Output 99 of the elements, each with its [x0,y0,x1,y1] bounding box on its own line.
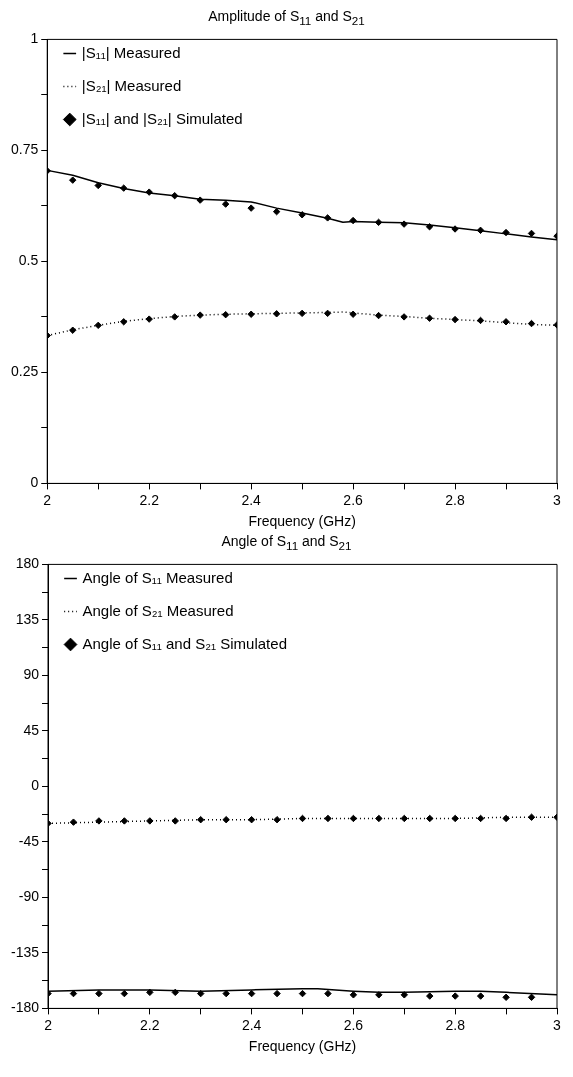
legend-label: |S₁₁| and |S₂₁| Simulated [81,109,243,127]
point [273,989,281,998]
point [476,316,485,325]
point [426,992,434,1000]
point [502,993,510,1001]
legend-label: |S₁₁| Measured [81,43,181,61]
point [69,326,77,334]
point [349,991,358,999]
point [222,816,230,824]
point [196,311,204,319]
point [69,176,77,184]
point [375,991,383,999]
point [146,817,154,825]
point [400,313,408,321]
point [95,817,103,825]
point [272,310,281,318]
x-tick-label: 2.6 [343,1016,364,1033]
point [476,992,485,1000]
y-tick-label: 0.25 [11,363,39,380]
y-tick-label: -90 [18,888,40,905]
point [221,310,230,319]
legend-label: Angle of S₁₁ Measured [82,568,233,586]
x-tick-label: 2.4 [241,491,262,508]
y-tick-label: 45 [23,721,40,738]
point [94,321,102,330]
x-tick-label: 2.6 [343,491,364,508]
point [502,814,510,823]
legend-label: Angle of S₂₁ Measured [82,601,234,619]
point [451,225,459,233]
x-tick-label: 2.8 [445,491,465,508]
y-tick-label: 1 [30,30,39,47]
legend-label: Angle of S₁₁ and S₂₁ Simulated [82,634,287,652]
point [120,318,128,326]
y-tick-label: 135 [15,610,40,627]
legend-label: |S₂₁| Measured [81,76,182,94]
point [527,229,536,238]
point [400,991,409,999]
y-tick-label: 0.5 [18,252,39,269]
x-axis-title: Frequency (GHz) [248,513,356,530]
point [476,814,485,823]
point [349,814,358,823]
point [374,311,383,320]
y-tick-label: -180 [10,999,40,1016]
point [426,814,434,823]
x-axis-title: Frequency (GHz) [248,1038,357,1055]
point [145,315,153,323]
y-tick-label: 0 [31,777,40,794]
point [247,204,255,212]
point [298,814,307,823]
point [95,989,103,998]
point [94,181,102,190]
point [120,817,129,825]
point [324,814,332,823]
x-tick-label: 2 [43,491,52,508]
point [349,310,357,318]
point [221,200,230,208]
point [247,310,255,318]
point [527,993,536,1001]
x-tick-label: 3 [553,1016,562,1033]
point [69,818,78,826]
point [298,211,306,219]
point [502,318,510,326]
x-tick-label: 2.2 [139,491,160,508]
point [272,207,281,216]
point [171,817,179,825]
point [120,989,129,998]
x-tick-label: 2.2 [140,1016,160,1033]
point [298,309,306,318]
y-tick-label: -45 [18,832,40,849]
chart-title: Angle of S$_{11}$ and S$_{21}$ [220,533,353,553]
point [323,309,332,318]
point [324,989,332,998]
point [171,988,179,997]
point [247,989,256,998]
point [527,813,536,821]
x-tick-label: 2 [44,1016,53,1033]
point [425,314,434,322]
point [197,816,205,824]
y-tick-label: -135 [10,943,40,960]
x-tick-label: 3 [553,491,562,508]
y-tick-label: 90 [23,666,40,683]
point [451,992,459,1000]
point [298,989,307,998]
y-tick-label: 0.75 [11,141,39,158]
point [247,816,256,824]
y-tick-label: 180 [15,555,40,572]
chart-title: Amplitude of S$_{11}$ and S$_{21}$ [207,8,366,28]
point [375,814,383,823]
point [527,319,536,328]
point [400,814,409,823]
x-tick-label: 2.8 [445,1016,466,1033]
point [273,816,281,824]
point [170,313,179,321]
x-tick-label: 2.4 [241,1016,262,1033]
point [451,315,459,324]
point [451,814,459,823]
point [197,989,205,998]
point [374,218,383,227]
y-tick-label: 0 [30,474,39,491]
